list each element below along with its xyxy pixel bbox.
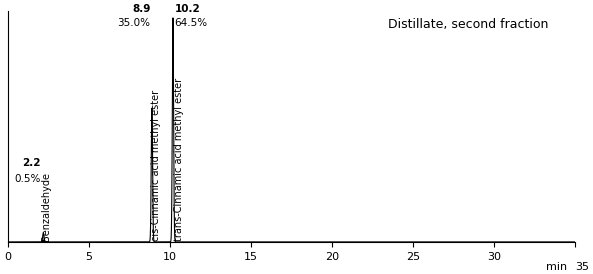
- Text: trans-Cinnamic acid methyl ester: trans-Cinnamic acid methyl ester: [174, 78, 184, 241]
- Text: 8.9: 8.9: [132, 4, 150, 15]
- Text: 35: 35: [575, 261, 589, 272]
- Text: Distillate, second fraction: Distillate, second fraction: [388, 18, 548, 31]
- Text: 10.2: 10.2: [174, 4, 200, 15]
- Text: 2.2: 2.2: [23, 158, 41, 168]
- Text: cis-Cinnamic acid methyl ester: cis-Cinnamic acid methyl ester: [151, 90, 161, 241]
- Text: Benzaldehyde: Benzaldehyde: [42, 172, 52, 241]
- Text: 0.5%: 0.5%: [14, 174, 41, 184]
- Text: 35.0%: 35.0%: [117, 18, 150, 28]
- Text: min: min: [546, 261, 567, 272]
- Text: 64.5%: 64.5%: [174, 18, 208, 28]
